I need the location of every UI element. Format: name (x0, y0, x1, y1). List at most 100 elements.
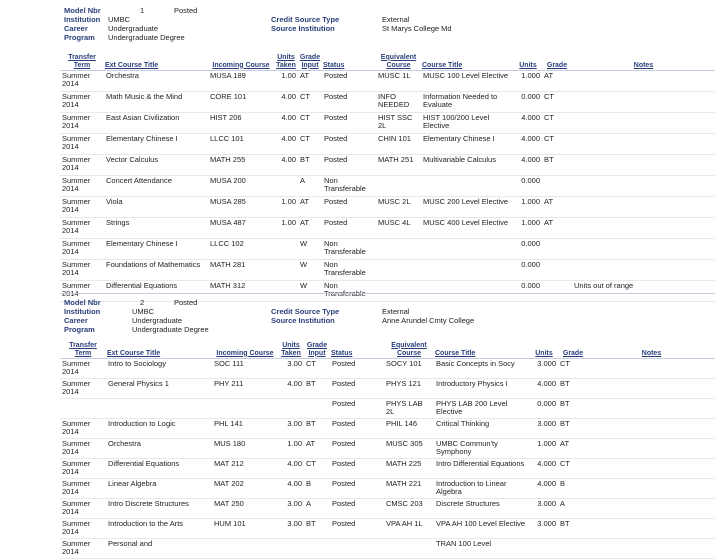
row-transfer-term: Summer 2014 (60, 175, 104, 197)
row-incoming-course: LLCC 101 (208, 133, 274, 155)
table-row: Summer 2014 Elementary Chinese I LLCC 101 4… (60, 133, 715, 155)
institution-label: Institution (64, 307, 101, 316)
row-notes (588, 458, 715, 479)
col-transfer-term: Transfer Term (60, 340, 106, 359)
row-transfer-term: Summer 2014 (60, 154, 104, 176)
col-equivalent-course: Equivalent Course (384, 340, 434, 359)
row-transfer-term: Summer 2014 (60, 498, 106, 519)
row-incoming-course: MUSA 487 (208, 217, 274, 239)
row-grade-input: AT (298, 196, 322, 218)
row-notes (572, 259, 715, 281)
row-ext-course-title: Differential Equations (104, 280, 208, 302)
row-status: Posted (330, 498, 384, 519)
row-grade-input: W (298, 280, 322, 302)
row-incoming-course: HUM 101 (212, 518, 278, 539)
row-grade: BT (558, 518, 588, 539)
col-grade: Grade (558, 340, 588, 359)
row-transfer-term: Summer 2014 (60, 91, 104, 113)
row-ext-course-title: Viola (104, 196, 208, 218)
col-incoming-course: Incoming Course (208, 50, 274, 71)
row-grade: AT (558, 438, 588, 459)
program-label: Program (64, 33, 95, 42)
row-ext-course-title: Orchestra (104, 70, 208, 92)
row-incoming-course: MATH 255 (208, 154, 274, 176)
col-course-title: Course Title (434, 340, 530, 359)
col-notes: Notes (588, 340, 715, 359)
program-value: Undergraduate Degree (132, 325, 209, 334)
row-equivalent-course: PHYS LAB 2L (384, 398, 434, 419)
col-status: Status (322, 50, 376, 71)
row-units-taken: 1.00 (274, 196, 298, 218)
row-units: 4.000 (514, 133, 542, 155)
row-units-taken (274, 280, 298, 302)
row-grade: BT (542, 154, 572, 176)
row-incoming-course: LLCC 102 (208, 238, 274, 260)
row-equivalent-course: PHIL 146 (384, 418, 434, 439)
row-grade-input: AT (298, 70, 322, 92)
row-status: Posted (322, 112, 376, 134)
row-grade-input: BT (304, 378, 330, 399)
row-grade: CT (558, 458, 588, 479)
row-grade: CT (542, 112, 572, 134)
row-notes (588, 398, 715, 419)
row-units-taken: 3.00 (278, 418, 304, 439)
row-notes (572, 175, 715, 197)
row-course-title: Introductory Physics I (434, 378, 530, 399)
row-incoming-course: SOC 111 (212, 358, 278, 379)
row-course-title: TRAN 100 Level (434, 538, 530, 559)
row-equivalent-course: CMSC 203 (384, 498, 434, 519)
row-grade-input: CT (298, 91, 322, 113)
col-units: Units (514, 50, 542, 71)
row-units: 1.000 (530, 438, 558, 459)
col-course-title: Course Title (421, 50, 514, 71)
row-status: Posted (330, 478, 384, 499)
row-units-taken: 4.00 (274, 91, 298, 113)
row-transfer-term: Summer 2014 (60, 478, 106, 499)
row-course-title: HIST 100/200 Level Elective (421, 112, 514, 134)
table-row: Summer 2014 Viola MUSA 285 1.00 AT Posted MUSC… (60, 196, 715, 218)
row-grade: A (558, 498, 588, 519)
row-grade (542, 175, 572, 197)
table-row: Summer 2014 Personal and TRAN 100 Level (60, 538, 715, 559)
row-notes (572, 112, 715, 134)
row-equivalent-course: MATH 221 (384, 478, 434, 499)
career-value: Undergraduate (132, 316, 183, 325)
table-row: Summer 2014 Introduction to the Arts HUM 1… (60, 518, 715, 539)
row-grade-input: A (298, 175, 322, 197)
row-grade-input: W (298, 259, 322, 281)
col-grade-input: Grade Input (304, 340, 330, 359)
row-equivalent-course: MUSC 4L (376, 217, 421, 239)
row-course-title (421, 280, 514, 302)
row-equivalent-course: MUSC 2L (376, 196, 421, 218)
col-transfer-term: Transfer Term (60, 50, 104, 71)
row-transfer-term: Summer 2014 (60, 458, 106, 479)
source-institution-value: Anne Arundel Cmty College (382, 316, 475, 325)
row-transfer-term: Summer 2014 (60, 259, 104, 281)
row-units: 4.000 (530, 458, 558, 479)
row-ext-course-title: Introduction to the Arts (106, 518, 212, 539)
row-units-taken: 4.00 (278, 378, 304, 399)
row-equivalent-course (384, 538, 434, 559)
row-notes (588, 538, 715, 559)
row-grade (558, 538, 588, 559)
row-grade (542, 238, 572, 260)
row-grade-input: BT (298, 154, 322, 176)
row-status: Posted (330, 458, 384, 479)
source-type-label: Credit Source Type (271, 307, 340, 316)
row-notes (588, 478, 715, 499)
row-ext-course-title: General Physics 1 (106, 378, 212, 399)
row-units: 3.000 (530, 498, 558, 519)
row-status: Posted (322, 133, 376, 155)
row-grade (542, 259, 572, 281)
row-transfer-term: Summer 2014 (60, 518, 106, 539)
row-units: 0.000 (514, 259, 542, 281)
row-grade-input: BT (304, 518, 330, 539)
table-row: Summer 2014 Elementary Chinese I LLCC 102 W… (60, 238, 715, 260)
col-incoming-course: Incoming Course (212, 340, 278, 359)
table-row: Summer 2014 Orchestra MUSA 189 1.00 AT Posted… (60, 70, 715, 92)
row-grade-input: CT (304, 458, 330, 479)
transfer-courses-table-2: Transfer Term Ext Course Title Incoming … (60, 340, 715, 559)
row-ext-course-title: East Asian Civilization (104, 112, 208, 134)
row-course-title: Introduction to Linear Algebra (434, 478, 530, 499)
row-course-title: MUSC 200 Level Elective (421, 196, 514, 218)
